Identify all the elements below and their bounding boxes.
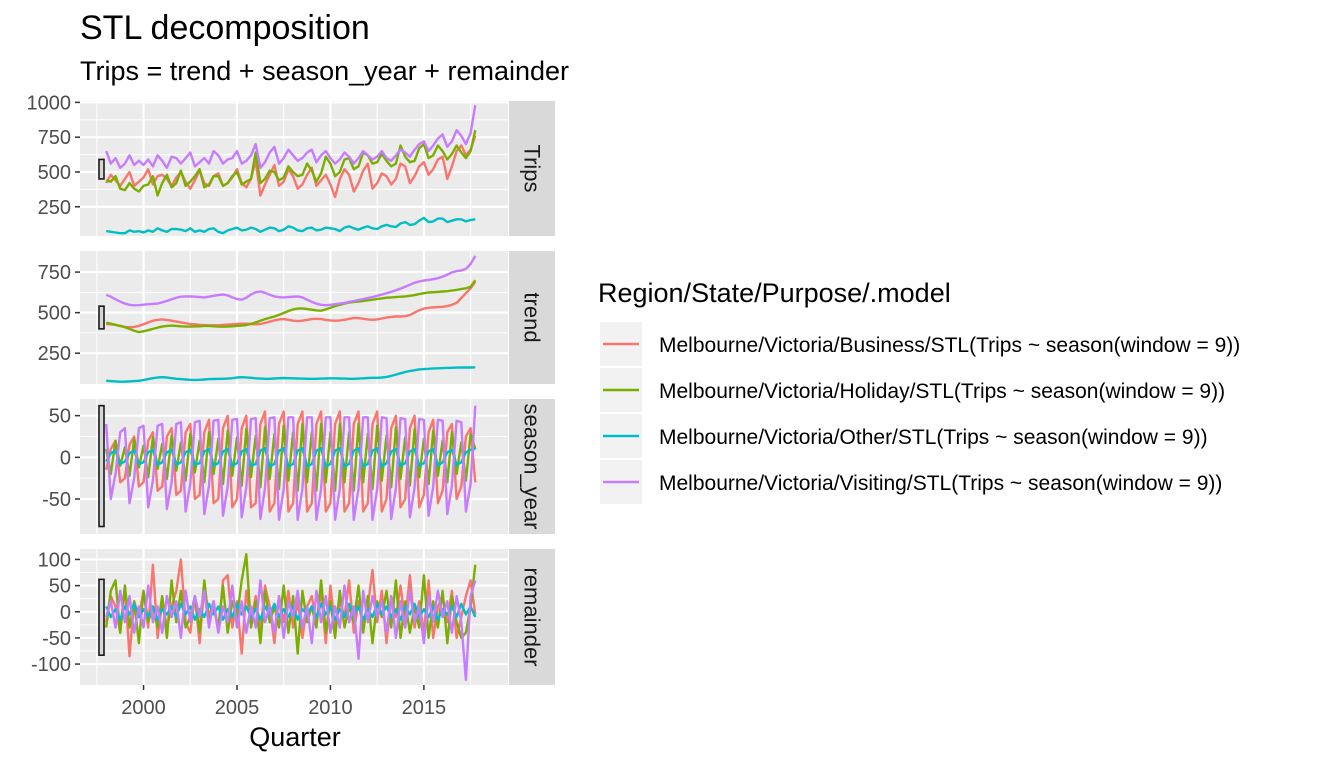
series-line-1 (105, 422, 477, 492)
facet-strip-label: trend (520, 292, 545, 342)
series-line-3 (105, 579, 477, 681)
facet-strip (509, 101, 555, 236)
y-tick-label: 750 (38, 127, 71, 149)
series-line-2 (105, 447, 476, 468)
series-lines (105, 405, 477, 521)
facet-strip (509, 399, 555, 534)
chart-title: STL decomposition (80, 9, 370, 47)
legend-items: Melbourne/Victoria/Business/STL(Trips ~ … (600, 322, 1240, 504)
x-tick-label: 2015 (402, 697, 447, 719)
chart-subtitle: Trips = trend + season_year + remainder (80, 56, 569, 86)
scale-bar (98, 305, 105, 330)
scale-bar (98, 578, 105, 656)
series-line-0 (106, 281, 477, 329)
y-tick-label: 1000 (27, 92, 72, 114)
panel-Trips: 250 500 750 1000 Trips (27, 92, 555, 236)
facet-strip (509, 251, 555, 384)
y-tick-label: -50 (42, 489, 71, 511)
x-tick-label: 2000 (121, 697, 166, 719)
y-tick-label: 250 (38, 197, 71, 219)
legend-item: Melbourne/Victoria/Holiday/STL(Trips ~ s… (600, 368, 1225, 412)
series-line-3 (105, 255, 477, 307)
y-tick-label: -50 (42, 628, 71, 650)
y-tick-label: 250 (38, 343, 71, 365)
y-tick-label: 50 (49, 406, 71, 428)
series-line-1 (105, 279, 477, 334)
y-tick-label: 500 (38, 162, 71, 184)
panel-background (80, 101, 508, 236)
legend-label: Melbourne/Victoria/Business/STL(Trips ~ … (659, 334, 1240, 357)
series-line-0 (105, 410, 477, 513)
panel-trend: 250 500 750 trend (38, 251, 555, 384)
y-tick-label: 0 (60, 602, 71, 624)
facet-strip-label: remainder (520, 567, 545, 666)
y-tick-label: 500 (38, 303, 71, 325)
series-lines (105, 255, 477, 383)
series-line-3 (105, 104, 477, 169)
series-lines (105, 553, 477, 681)
y-tick-label: 0 (60, 447, 71, 469)
panel-season-year: -50 0 50 season_year (42, 399, 555, 534)
legend-item: Melbourne/Victoria/Business/STL(Trips ~ … (600, 322, 1240, 366)
x-axis: 2000 2005 2010 2015 (121, 685, 446, 719)
y-tick-label: -100 (31, 654, 71, 676)
series-line-2 (106, 216, 476, 235)
legend-label: Melbourne/Victoria/Visiting/STL(Trips ~ … (659, 472, 1222, 495)
scale-bar (98, 404, 105, 528)
series-line-1 (105, 129, 477, 197)
y-tick-label: 750 (38, 262, 71, 284)
series-line-3 (105, 405, 477, 521)
legend: Region/State/Purpose/.model Melbourne/Vi… (598, 278, 1240, 504)
series-line-2 (106, 366, 476, 383)
facet-strip-label: season_year (520, 404, 545, 530)
x-tick-label: 2005 (215, 697, 260, 719)
panel-remainder: -100 -50 0 50 100 remainder (31, 549, 555, 685)
scale-bar (98, 158, 105, 180)
x-axis-label: Quarter (249, 722, 341, 752)
x-tick-label: 2010 (308, 697, 353, 719)
legend-label: Melbourne/Victoria/Holiday/STL(Trips ~ s… (659, 380, 1225, 403)
facet-strip (509, 549, 555, 685)
legend-title: Region/State/Purpose/.model (598, 278, 951, 308)
legend-label: Melbourne/Victoria/Other/STL(Trips ~ sea… (659, 426, 1208, 449)
facet-strip-label: Trips (520, 144, 545, 192)
legend-item: Melbourne/Victoria/Other/STL(Trips ~ sea… (600, 414, 1208, 458)
series-lines (105, 104, 477, 235)
y-tick-label: 50 (49, 576, 71, 598)
legend-item: Melbourne/Victoria/Visiting/STL(Trips ~ … (600, 460, 1222, 504)
y-tick-label: 100 (38, 549, 71, 571)
